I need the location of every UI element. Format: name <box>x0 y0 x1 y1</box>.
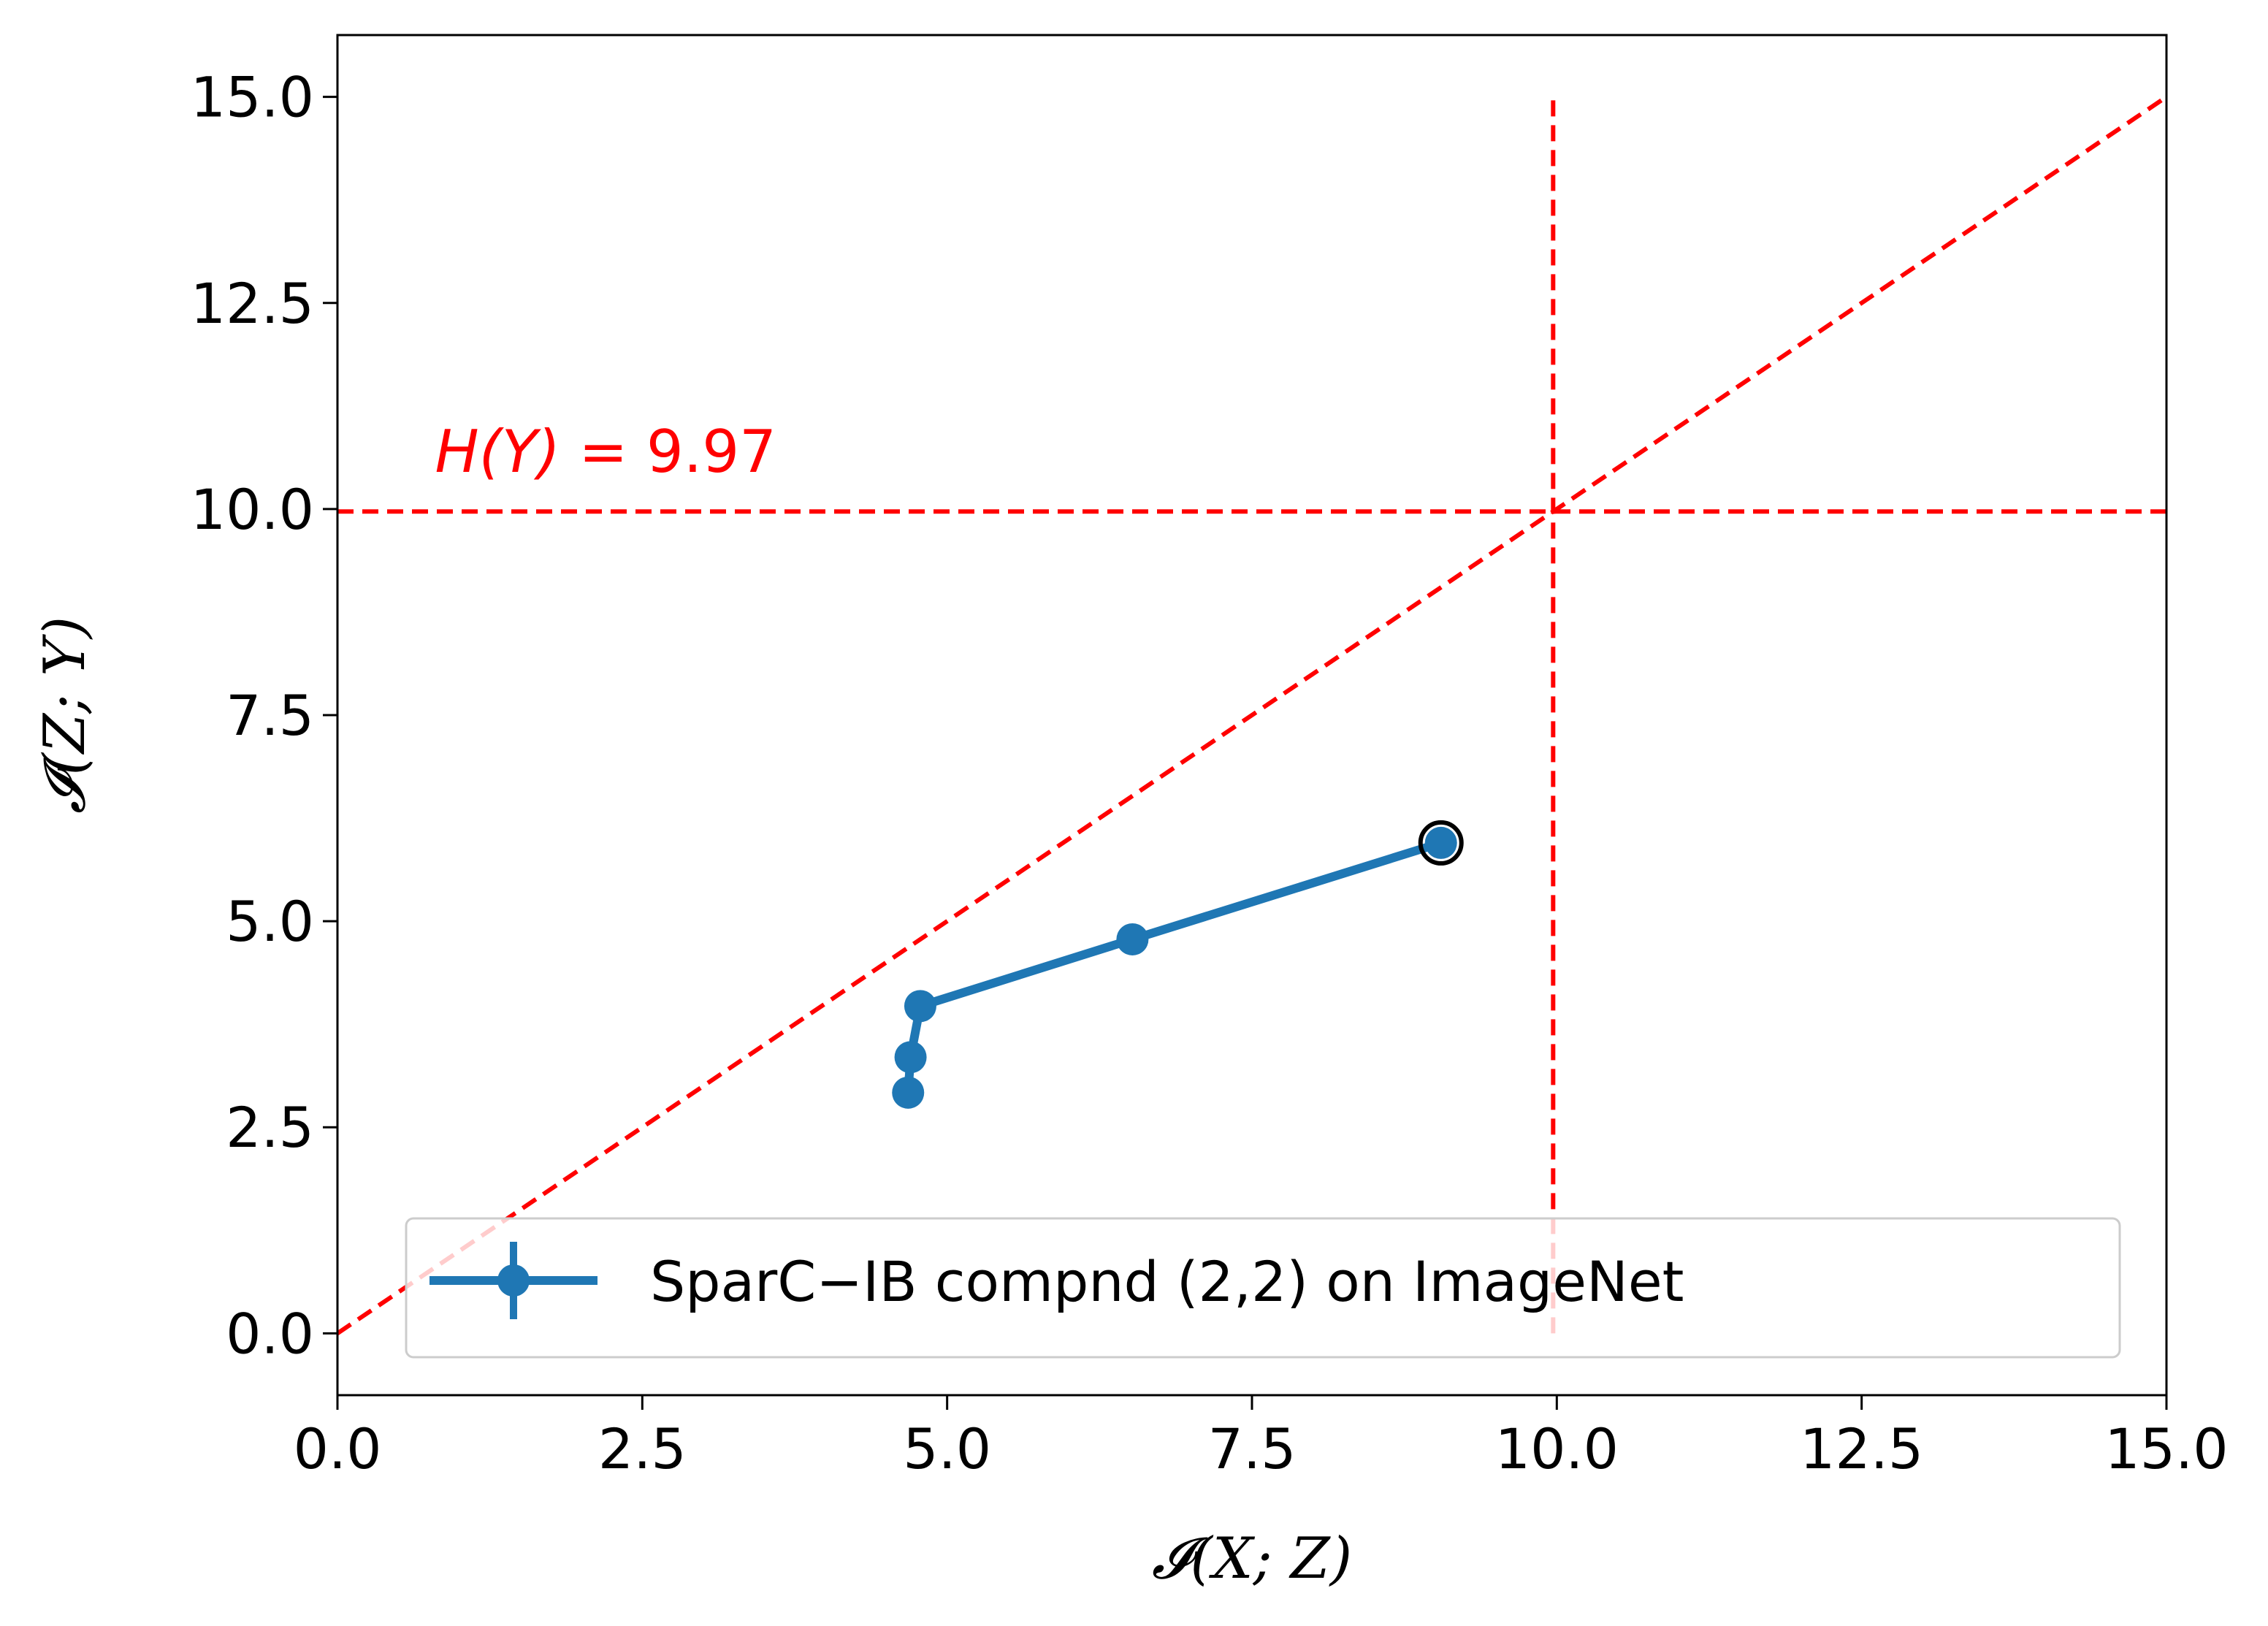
annotation-math: H(Y) <box>435 418 560 486</box>
legend-series-marker <box>497 1264 530 1297</box>
y-tick-label: 12.5 <box>191 271 314 336</box>
highlighted-point-ring <box>1418 820 1464 866</box>
x-tick-label: 7.5 <box>1208 1416 1297 1481</box>
reference-lines <box>336 95 2168 1335</box>
x-tick-label: 10.0 <box>1495 1416 1619 1481</box>
legend-label: SparC−IB compnd (2,2) on ImageNet <box>650 1249 1684 1314</box>
series-point <box>1424 826 1457 859</box>
series-point <box>892 1076 925 1109</box>
annotation-value: = 9.97 <box>560 418 776 486</box>
legend: SparC−IB compnd (2,2) on ImageNet <box>405 1217 2121 1359</box>
y-axis-ticks: 0.0 2.5 5.0 7.5 10.0 12.5 15.0 <box>191 65 337 1366</box>
y-tick-label: 2.5 <box>226 1095 314 1160</box>
series-point <box>904 990 936 1023</box>
y-tick-label: 0.0 <box>226 1301 314 1366</box>
series-point <box>1116 923 1149 955</box>
x-tick-label: 0.0 <box>294 1416 382 1481</box>
x-tick-label: 12.5 <box>1800 1416 1923 1481</box>
x-tick-label: 2.5 <box>598 1416 687 1481</box>
y-axis-label: 𝓘(Z; Y) <box>32 617 98 814</box>
y-tick-label: 7.5 <box>226 683 314 748</box>
x-tick-label: 15.0 <box>2104 1416 2228 1481</box>
y-tick-label: 5.0 <box>226 889 314 954</box>
y-tick-label: 10.0 <box>191 477 314 542</box>
series-point <box>894 1041 927 1074</box>
y-tick-label: 15.0 <box>191 65 314 130</box>
entropy-annotation: H(Y) = 9.97 <box>435 418 776 486</box>
x-axis-ticks: 0.0 2.5 5.0 7.5 10.0 12.5 15.0 <box>294 1395 2229 1481</box>
legend-box <box>405 1217 2121 1359</box>
series-layer <box>892 820 1464 1109</box>
x-tick-label: 5.0 <box>903 1416 991 1481</box>
x-axis-label: 𝓘(X; Z) <box>1152 1526 1352 1592</box>
identity-diagonal <box>336 95 2168 1335</box>
